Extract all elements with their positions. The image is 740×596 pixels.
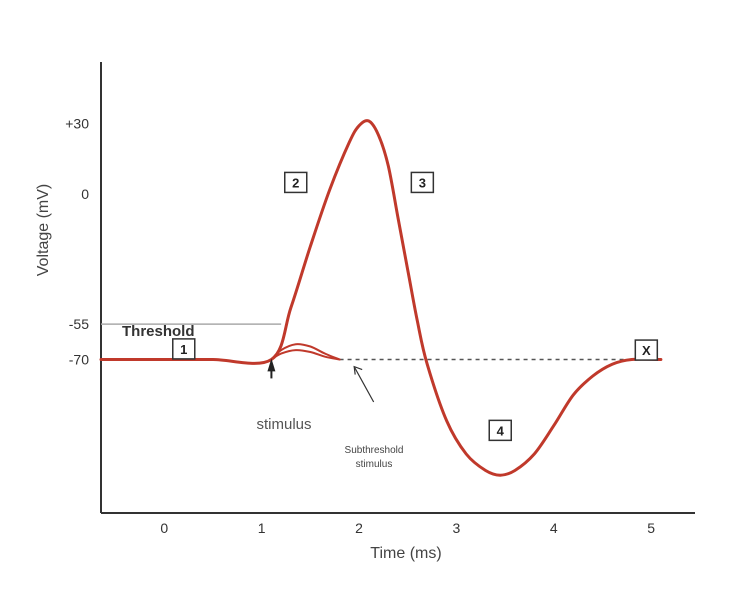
stage-box-label: 1	[180, 342, 187, 357]
y-tick-label: -55	[69, 316, 89, 332]
subthreshold-1-line	[270, 343, 341, 361]
subthreshold-arrow-head	[353, 365, 363, 375]
stage-box-frame	[410, 171, 435, 194]
x-tick-label: 3	[453, 520, 461, 536]
stage-box-label: 4	[497, 423, 505, 438]
subthreshold-label-line1: Subthreshold	[345, 445, 404, 456]
stage-box-label: X	[642, 343, 651, 358]
y-tick-label: +30	[65, 115, 89, 131]
subthreshold-label-line2: stimulus	[356, 459, 393, 470]
y-axis-title: Voltage (mV)	[35, 184, 52, 276]
stage-box-4: 4	[488, 419, 512, 442]
stimulus-label: stimulus	[256, 416, 311, 433]
x-axis-title: Time (ms)	[370, 545, 441, 562]
x-tick-label: 4	[550, 520, 558, 536]
subthreshold-2-line	[270, 349, 341, 361]
threshold-label: Threshold	[122, 323, 195, 340]
stage-box-1: 1	[172, 338, 196, 360]
subthreshold-arrow-shaft	[353, 366, 375, 403]
y-tick-label: -70	[69, 352, 89, 368]
stimulus-arrow-head	[267, 358, 276, 372]
x-tick-label: 5	[647, 520, 655, 536]
y-tick-label: 0	[81, 186, 89, 202]
x-tick-label: 1	[258, 520, 266, 536]
stage-box-2: 2	[284, 171, 308, 194]
series-layer	[99, 119, 663, 477]
stage-box-frame	[172, 338, 196, 360]
stage-box-frame	[634, 339, 659, 361]
stage-box-x: X	[634, 339, 659, 361]
stage-box-3: 3	[410, 171, 435, 194]
stage-box-label: 2	[292, 175, 299, 190]
axes	[100, 62, 695, 514]
tick-labels: 0 1 2 3 4 5 +30 0 -55 -70	[65, 115, 655, 536]
x-tick-label: 2	[355, 520, 363, 536]
stage-box-frame	[488, 419, 512, 442]
stage-box-frame	[284, 171, 308, 194]
annotations	[267, 358, 375, 403]
action-potential-line	[99, 119, 663, 477]
stage-boxes: 1 2 3 4 X	[172, 171, 659, 442]
x-tick-label: 0	[160, 520, 168, 536]
stage-box-label: 3	[419, 175, 426, 190]
